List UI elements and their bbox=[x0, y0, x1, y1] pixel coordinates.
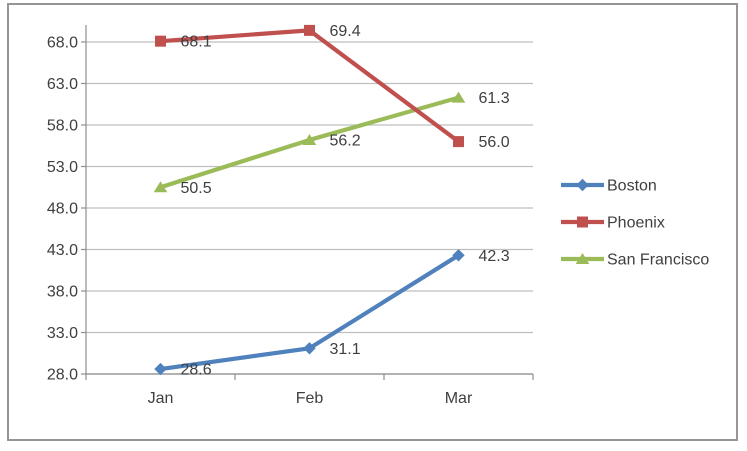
legend-marker-phoenix bbox=[577, 216, 588, 228]
data-label-san-francisco-jan: 50.5 bbox=[181, 180, 212, 197]
marker-san-francisco-jan[interactable] bbox=[153, 181, 168, 193]
y-axis-label: 63.0 bbox=[47, 76, 78, 93]
series-phoenix: 68.1 69.4 56.0 bbox=[155, 23, 510, 151]
data-label-boston-mar: 42.3 bbox=[479, 248, 510, 265]
legend-marker-san-francisco bbox=[575, 253, 590, 264]
marker-boston-mar[interactable] bbox=[452, 249, 465, 262]
axes: 28.0 33.0 38.0 43.0 48.0 53.0 58.0 63.0 68.0 Jan F… bbox=[47, 25, 534, 407]
data-label-boston-jan: 28.6 bbox=[181, 362, 212, 379]
y-axis-label: 43.0 bbox=[47, 242, 78, 259]
legend-label-phoenix: Phoenix bbox=[607, 215, 665, 232]
legend-item-boston[interactable]: Boston bbox=[561, 178, 657, 195]
series-boston: 28.6 31.1 42.3 bbox=[154, 248, 510, 379]
marker-boston-feb[interactable] bbox=[303, 342, 316, 355]
marker-san-francisco-mar[interactable] bbox=[451, 91, 466, 103]
legend: Boston Phoenix San Francisco bbox=[561, 178, 709, 269]
legend-label-boston: Boston bbox=[607, 178, 657, 195]
y-axis-label: 48.0 bbox=[47, 201, 78, 218]
marker-phoenix-mar[interactable] bbox=[453, 136, 464, 148]
y-axis-label: 33.0 bbox=[47, 325, 78, 342]
marker-phoenix-jan[interactable] bbox=[155, 35, 166, 47]
data-label-san-francisco-feb: 56.2 bbox=[330, 132, 361, 149]
legend-label-san-francisco: San Francisco bbox=[607, 252, 709, 269]
data-label-boston-feb: 31.1 bbox=[330, 341, 361, 358]
x-axis-label-jan: Jan bbox=[148, 390, 174, 407]
data-label-phoenix-mar: 56.0 bbox=[479, 134, 510, 151]
data-label-phoenix-feb: 69.4 bbox=[330, 23, 361, 40]
series-san-francisco: 50.5 56.2 61.3 bbox=[153, 90, 510, 197]
marker-phoenix-feb[interactable] bbox=[304, 24, 315, 36]
marker-san-francisco-feb[interactable] bbox=[302, 133, 317, 145]
marker-boston-jan[interactable] bbox=[154, 362, 167, 376]
legend-marker-boston bbox=[576, 178, 589, 192]
y-axis-label: 28.0 bbox=[47, 367, 78, 384]
legend-item-san-francisco[interactable]: San Francisco bbox=[561, 252, 709, 269]
x-axis-label-mar: Mar bbox=[445, 390, 473, 407]
data-label-phoenix-jan: 68.1 bbox=[181, 34, 212, 51]
y-axis-label: 53.0 bbox=[47, 159, 78, 176]
y-axis-label: 38.0 bbox=[47, 284, 78, 301]
legend-item-phoenix[interactable]: Phoenix bbox=[561, 215, 665, 232]
data-label-san-francisco-mar: 61.3 bbox=[479, 90, 510, 107]
y-axis-label: 58.0 bbox=[47, 118, 78, 135]
y-axis-label: 68.0 bbox=[47, 35, 78, 52]
x-axis-label-feb: Feb bbox=[296, 390, 324, 407]
